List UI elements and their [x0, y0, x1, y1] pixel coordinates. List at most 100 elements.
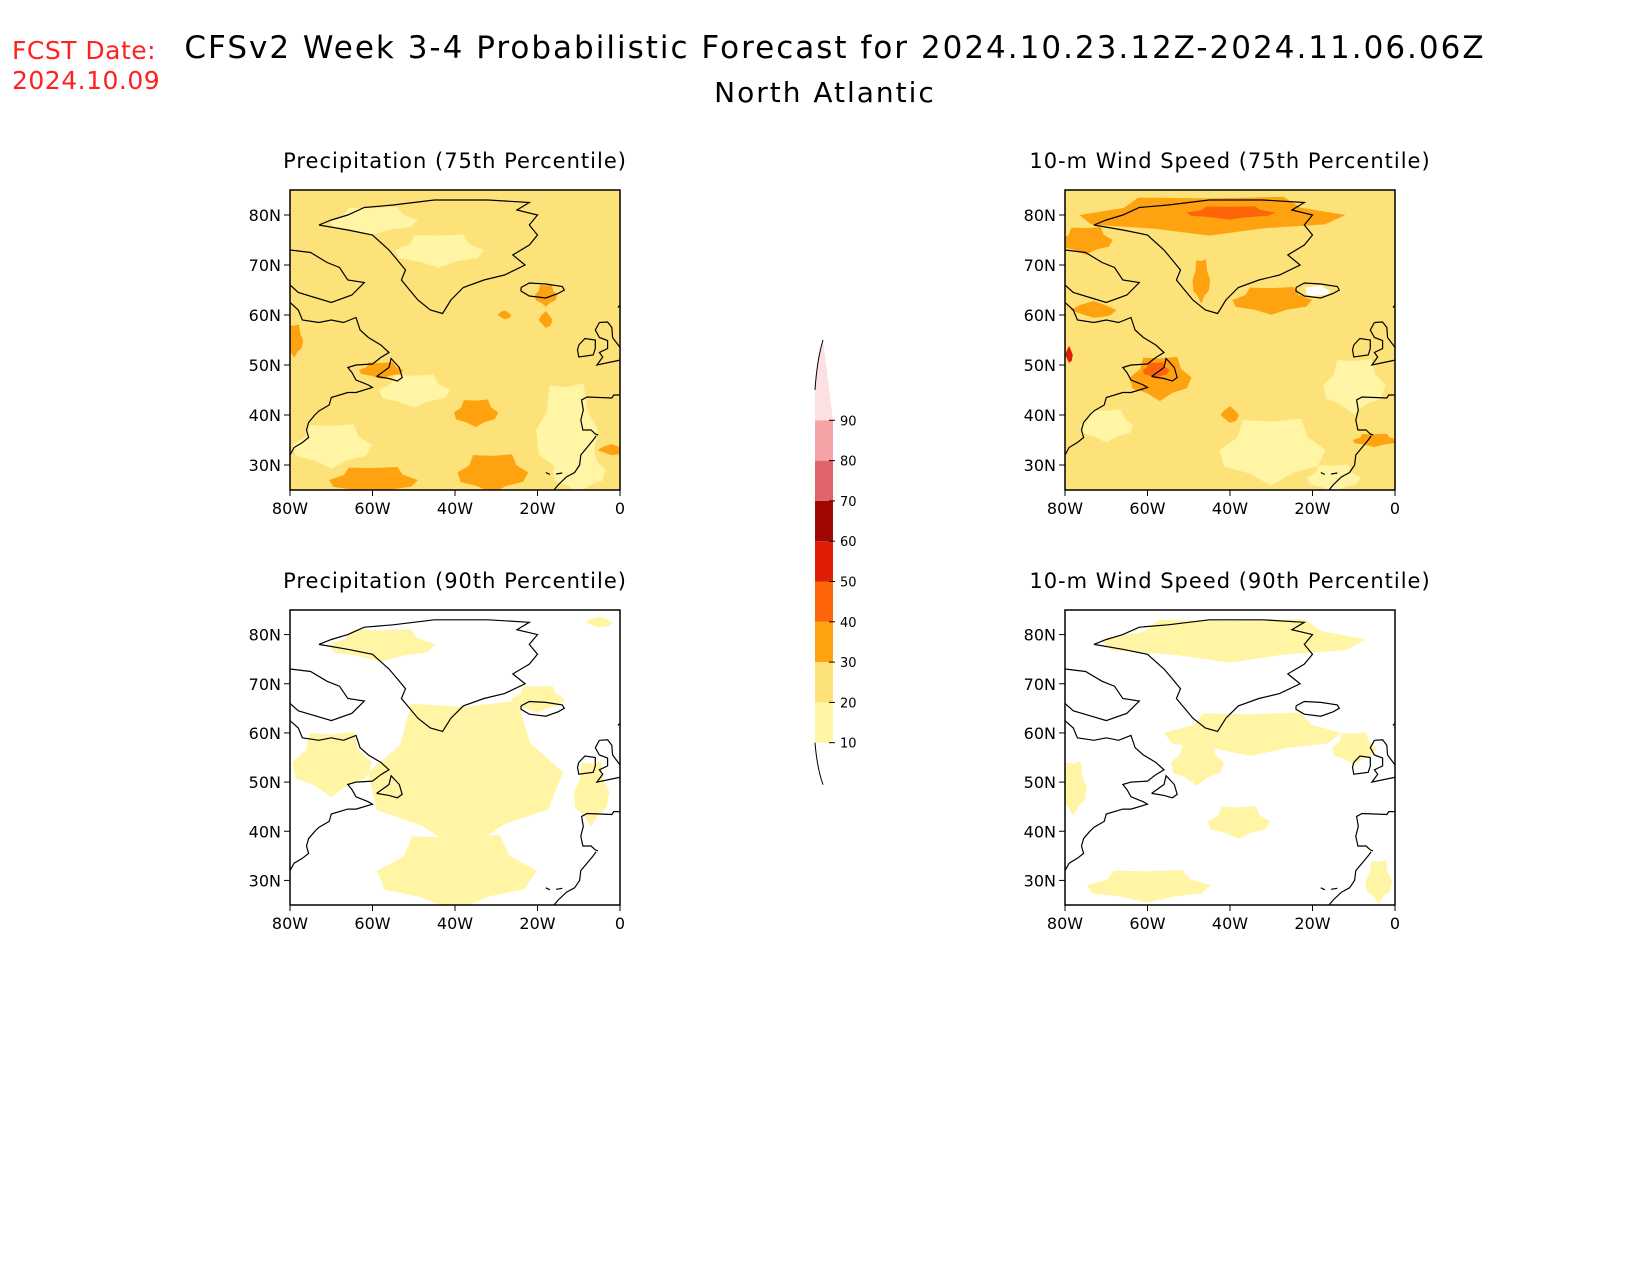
colorbar-tick-label: 50 — [840, 576, 857, 591]
probability-region — [1171, 742, 1225, 786]
probability-region — [1192, 259, 1211, 304]
probability-region — [1065, 227, 1113, 255]
probability-region — [1080, 409, 1134, 443]
coastline — [290, 249, 366, 304]
map-panel-2: 10-m Wind Speed (75th Percentile) 80N 70N 6… — [1024, 149, 1430, 518]
coastline — [1320, 887, 1326, 891]
y-tick-label: 50N — [249, 773, 281, 792]
y-tick-label: 50N — [1024, 773, 1056, 792]
coastline — [290, 668, 366, 722]
x-tick-label: 40W — [1212, 914, 1248, 933]
probability-region — [359, 362, 404, 379]
colorbar-tick-label: 20 — [840, 696, 857, 711]
probability-region — [1219, 418, 1326, 486]
probability-region — [379, 374, 450, 408]
coastline — [1151, 357, 1178, 382]
x-tick-label: 0 — [615, 499, 625, 518]
probability-region — [1129, 356, 1192, 402]
low-probability-region — [1305, 285, 1331, 297]
y-tick-label: 80N — [1024, 206, 1056, 225]
y-tick-label: 40N — [1024, 406, 1056, 425]
coastline — [376, 774, 403, 799]
colorbar-tick-label: 80 — [840, 455, 857, 470]
probability-region — [457, 454, 529, 490]
y-tick-label: 70N — [1024, 675, 1056, 694]
probability-region — [1186, 206, 1276, 220]
coastline — [1369, 321, 1395, 366]
coastline — [520, 282, 566, 299]
probability-region — [1232, 287, 1313, 315]
y-tick-label: 80N — [1024, 626, 1056, 645]
probability-region — [395, 234, 484, 268]
coastline — [318, 619, 539, 733]
probability-region — [328, 629, 436, 662]
probability-region — [497, 310, 512, 320]
colorbar-bin — [815, 420, 833, 461]
panel-field — [290, 610, 620, 905]
coastline — [290, 302, 390, 456]
probability-region — [1086, 870, 1211, 903]
coastline — [594, 739, 620, 784]
panel-field — [290, 190, 620, 490]
colorbar-bin — [815, 662, 833, 703]
coastline — [318, 199, 539, 315]
probability-region — [585, 616, 613, 628]
panel-field — [1065, 610, 1395, 905]
probability-region — [368, 700, 564, 854]
coastline — [1065, 720, 1166, 871]
x-tick-label: 60W — [1129, 499, 1165, 518]
page-title: CFSv2 Week 3-4 Probabilistic Forecast fo… — [184, 30, 1486, 66]
page-subtitle: North Atlantic — [714, 76, 936, 109]
x-tick-label: 40W — [437, 914, 473, 933]
coastline — [1355, 810, 1395, 852]
coastline — [520, 700, 566, 717]
probability-region — [538, 311, 553, 328]
map-panel-1: Precipitation (75th Percentile) 80N 70N 60N… — [249, 149, 627, 518]
coastline — [1093, 199, 1314, 315]
y-tick-label: 30N — [1024, 456, 1056, 475]
coastline — [1093, 619, 1314, 733]
coastline — [1351, 337, 1371, 358]
colorbar-tick-label: 90 — [840, 414, 857, 429]
probability-region — [1220, 406, 1240, 423]
y-tick-label: 30N — [1024, 871, 1056, 890]
panel-field — [1065, 190, 1395, 490]
probability-region — [454, 399, 499, 428]
coastline — [576, 755, 596, 775]
probability-region — [1100, 619, 1367, 663]
y-tick-label: 70N — [249, 675, 281, 694]
colorbar-tick-label: 10 — [840, 737, 857, 752]
coastline — [1065, 249, 1141, 304]
y-tick-label: 70N — [1024, 256, 1056, 275]
y-tick-label: 80N — [249, 626, 281, 645]
probability-region — [1323, 359, 1386, 415]
probability-region — [1307, 464, 1361, 490]
x-tick-label: 0 — [1390, 499, 1400, 518]
x-tick-label: 0 — [615, 914, 625, 933]
colorbar-bin — [815, 340, 833, 421]
probability-region — [1207, 806, 1270, 839]
probability-region — [290, 324, 304, 358]
x-tick-label: 40W — [1212, 499, 1248, 518]
colorbar-bin — [815, 581, 833, 622]
colorbar-top-cap — [814, 339, 824, 391]
y-tick-label: 40N — [249, 822, 281, 841]
y-tick-label: 60N — [1024, 306, 1056, 325]
coastline — [1151, 774, 1178, 799]
colorbar: 10 20 30 40 50 60 70 80 90 — [814, 339, 857, 785]
coastline — [553, 435, 597, 490]
coastline — [545, 887, 551, 891]
y-tick-label: 70N — [249, 256, 281, 275]
probability-region — [552, 449, 606, 490]
y-tick-label: 60N — [249, 306, 281, 325]
probability-region — [292, 424, 373, 469]
coastline — [576, 337, 596, 358]
coastline — [1369, 739, 1395, 784]
y-tick-label: 50N — [1024, 356, 1056, 375]
coastline — [1328, 851, 1372, 905]
panel-title: Precipitation (75th Percentile) — [283, 149, 627, 173]
colorbar-bin — [815, 500, 833, 542]
field-background — [1065, 190, 1395, 490]
coastline — [376, 357, 403, 382]
x-tick-label: 60W — [354, 914, 390, 933]
